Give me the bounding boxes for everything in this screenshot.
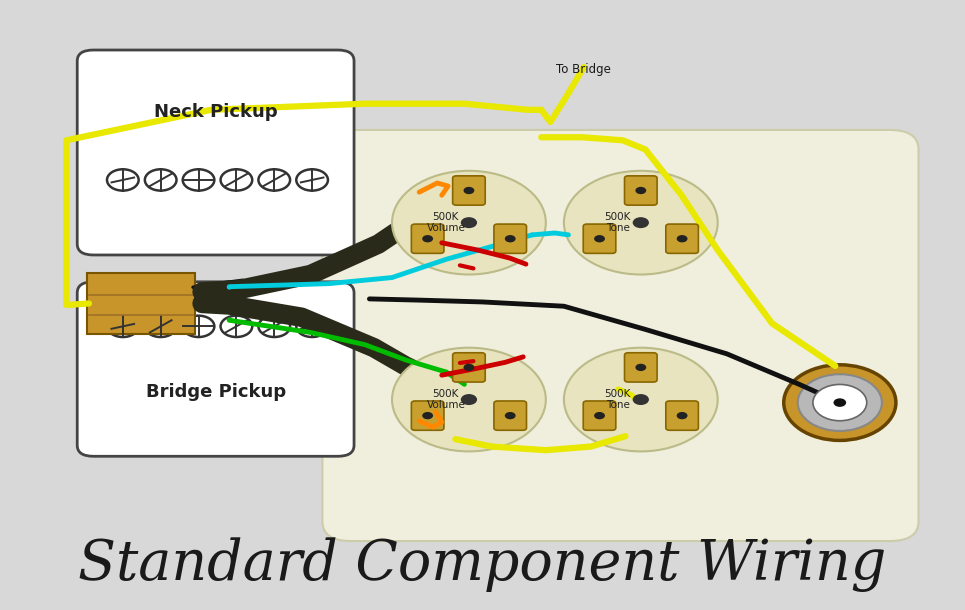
Text: 500K
Volume: 500K Volume	[427, 389, 465, 411]
Circle shape	[505, 412, 515, 419]
Text: 500K
Tone: 500K Tone	[604, 212, 631, 234]
Circle shape	[423, 412, 433, 419]
Circle shape	[635, 187, 647, 194]
Circle shape	[564, 171, 718, 274]
Circle shape	[798, 374, 882, 431]
FancyBboxPatch shape	[583, 224, 616, 253]
Circle shape	[784, 365, 896, 440]
Circle shape	[594, 235, 605, 242]
Circle shape	[633, 217, 648, 228]
Circle shape	[461, 217, 477, 228]
FancyBboxPatch shape	[77, 50, 354, 255]
Circle shape	[461, 394, 477, 405]
Circle shape	[834, 398, 846, 407]
Circle shape	[392, 348, 546, 451]
FancyBboxPatch shape	[624, 176, 657, 205]
Circle shape	[813, 384, 867, 421]
FancyBboxPatch shape	[494, 401, 527, 430]
FancyBboxPatch shape	[583, 401, 616, 430]
Circle shape	[423, 235, 433, 242]
Circle shape	[564, 348, 718, 451]
Circle shape	[463, 364, 475, 371]
Text: 500K
Tone: 500K Tone	[604, 389, 631, 411]
FancyBboxPatch shape	[453, 176, 485, 205]
Circle shape	[463, 187, 475, 194]
Text: Bridge Pickup: Bridge Pickup	[146, 383, 286, 401]
Circle shape	[505, 235, 515, 242]
Circle shape	[676, 235, 687, 242]
Circle shape	[676, 412, 687, 419]
FancyBboxPatch shape	[666, 401, 699, 430]
Text: Standard Component Wiring: Standard Component Wiring	[78, 537, 887, 592]
Circle shape	[635, 364, 647, 371]
Text: To Bridge: To Bridge	[557, 63, 611, 76]
Text: Neck Pickup: Neck Pickup	[153, 103, 278, 121]
Text: 500K
Volume: 500K Volume	[427, 212, 465, 234]
Circle shape	[392, 171, 546, 274]
FancyBboxPatch shape	[322, 130, 919, 541]
FancyBboxPatch shape	[77, 282, 354, 456]
FancyBboxPatch shape	[87, 273, 195, 334]
FancyBboxPatch shape	[494, 224, 527, 253]
Circle shape	[633, 394, 648, 405]
FancyBboxPatch shape	[624, 353, 657, 382]
FancyBboxPatch shape	[453, 353, 485, 382]
FancyBboxPatch shape	[666, 224, 699, 253]
FancyBboxPatch shape	[411, 401, 444, 430]
Circle shape	[594, 412, 605, 419]
FancyBboxPatch shape	[411, 224, 444, 253]
